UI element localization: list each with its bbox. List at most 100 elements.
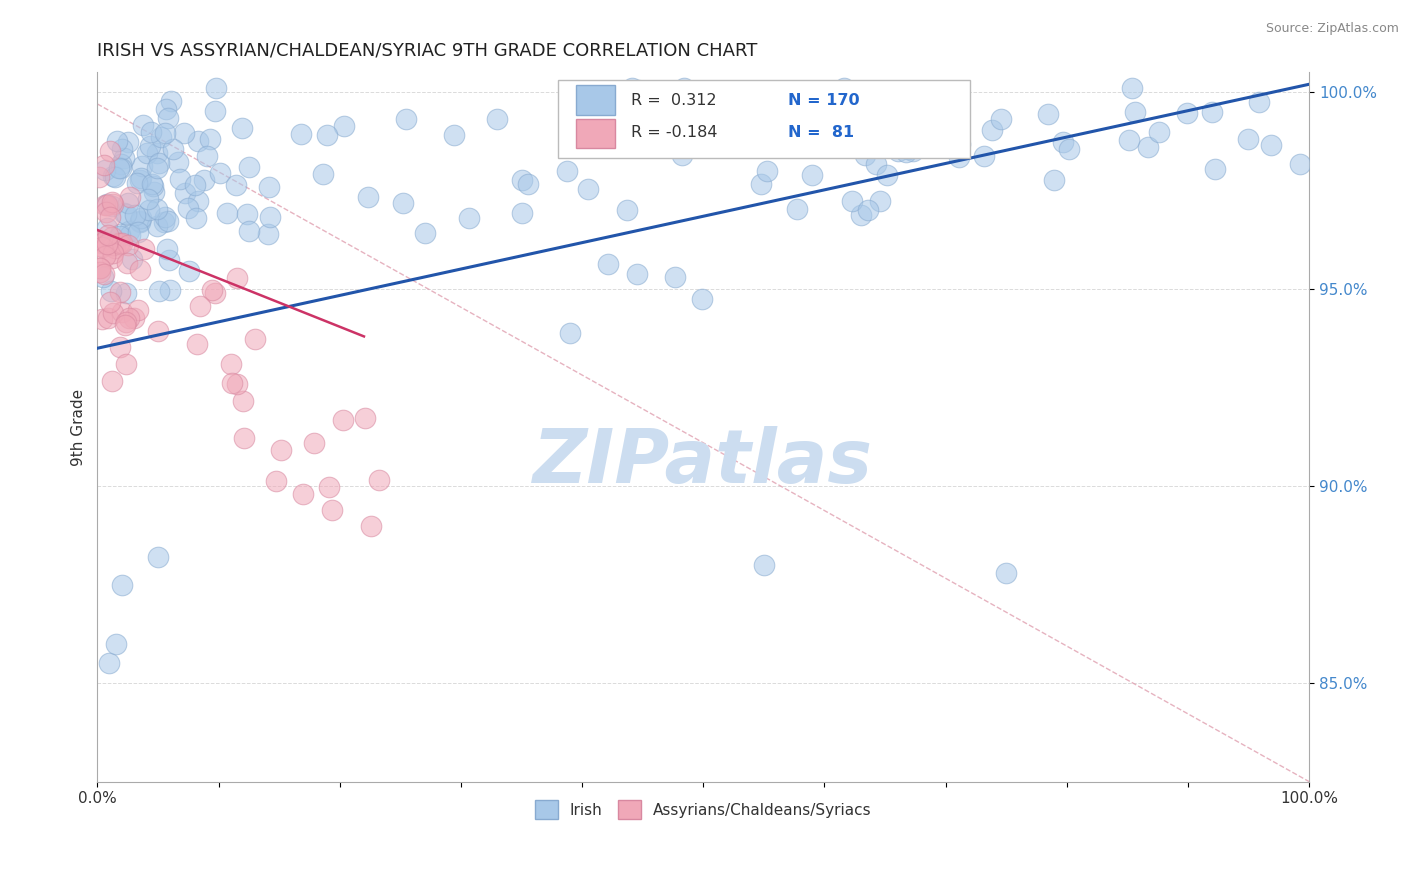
- Point: [865, 157, 887, 171]
- Point: [129, 171, 152, 186]
- Point: [304, 435, 326, 450]
- Point: [576, 182, 599, 196]
- Point: [101, 196, 124, 211]
- Point: [148, 284, 170, 298]
- Point: [105, 134, 128, 148]
- Point: [316, 128, 339, 142]
- Point: [101, 194, 124, 209]
- Point: [208, 165, 231, 179]
- Text: ZIPatlas: ZIPatlas: [533, 426, 873, 499]
- Point: [155, 102, 177, 116]
- Point: [1204, 162, 1226, 177]
- Point: [89, 260, 111, 275]
- Point: [148, 155, 170, 169]
- Point: [626, 267, 648, 281]
- Point: [259, 211, 281, 225]
- Point: [177, 264, 200, 278]
- Point: [156, 242, 179, 256]
- Point: [110, 236, 132, 251]
- Point: [1123, 105, 1146, 120]
- Point: [108, 228, 131, 243]
- Point: [948, 137, 970, 152]
- Point: [96, 198, 118, 212]
- Point: [221, 376, 243, 391]
- Point: [111, 142, 134, 156]
- Point: [90, 238, 112, 252]
- Point: [898, 140, 921, 154]
- Text: IRISH VS ASSYRIAN/CHALDEAN/SYRIAC 9TH GRADE CORRELATION CHART: IRISH VS ASSYRIAN/CHALDEAN/SYRIAC 9TH GR…: [97, 42, 758, 60]
- Point: [292, 487, 315, 501]
- Point: [193, 173, 215, 187]
- Point: [89, 234, 111, 248]
- Point: [127, 225, 149, 239]
- Bar: [576, 86, 614, 115]
- Point: [153, 126, 176, 140]
- Point: [136, 146, 159, 161]
- Text: R = -0.184: R = -0.184: [630, 125, 717, 140]
- Point: [800, 168, 823, 182]
- Point: [1052, 136, 1074, 150]
- Point: [103, 169, 125, 184]
- Point: [139, 125, 162, 139]
- Point: [392, 196, 415, 211]
- Point: [93, 249, 115, 263]
- Point: [907, 128, 929, 143]
- Point: [897, 142, 920, 156]
- Point: [312, 167, 335, 181]
- Point: [103, 246, 125, 260]
- Point: [157, 214, 180, 228]
- Point: [853, 128, 876, 142]
- Point: [93, 198, 115, 212]
- Point: [360, 518, 382, 533]
- Point: [184, 178, 207, 192]
- Point: [516, 177, 538, 191]
- Point: [238, 161, 260, 175]
- Point: [1036, 106, 1059, 120]
- Point: [880, 124, 903, 138]
- Point: [1043, 173, 1066, 187]
- Point: [842, 97, 865, 112]
- Point: [107, 235, 129, 250]
- Point: [146, 550, 169, 565]
- Point: [413, 226, 436, 240]
- Point: [138, 202, 160, 217]
- Point: [690, 293, 713, 307]
- Point: [124, 208, 146, 222]
- Point: [565, 128, 588, 143]
- Point: [127, 303, 149, 318]
- Point: [853, 94, 876, 108]
- Point: [290, 127, 312, 141]
- Point: [97, 310, 120, 325]
- Point: [830, 88, 852, 103]
- Point: [1147, 125, 1170, 139]
- Point: [91, 270, 114, 285]
- Point: [219, 357, 242, 371]
- Point: [110, 237, 132, 252]
- Point: [101, 169, 124, 183]
- Point: [215, 206, 238, 220]
- Point: [204, 103, 226, 118]
- Point: [257, 179, 280, 194]
- Point: [121, 252, 143, 266]
- Point: [127, 176, 149, 190]
- Text: R =  0.312: R = 0.312: [630, 93, 716, 108]
- Point: [973, 149, 995, 163]
- Point: [238, 224, 260, 238]
- Point: [1201, 104, 1223, 119]
- Point: [201, 283, 224, 297]
- Point: [157, 111, 180, 125]
- Point: [204, 286, 226, 301]
- Point: [236, 207, 259, 221]
- Point: [110, 227, 132, 242]
- Point: [162, 142, 184, 156]
- Point: [132, 118, 155, 132]
- Point: [814, 95, 837, 110]
- FancyBboxPatch shape: [558, 79, 970, 158]
- Point: [395, 112, 418, 126]
- Point: [128, 262, 150, 277]
- Point: [108, 340, 131, 354]
- Point: [333, 119, 356, 133]
- Point: [856, 131, 879, 145]
- Point: [1137, 140, 1160, 154]
- Point: [111, 305, 134, 319]
